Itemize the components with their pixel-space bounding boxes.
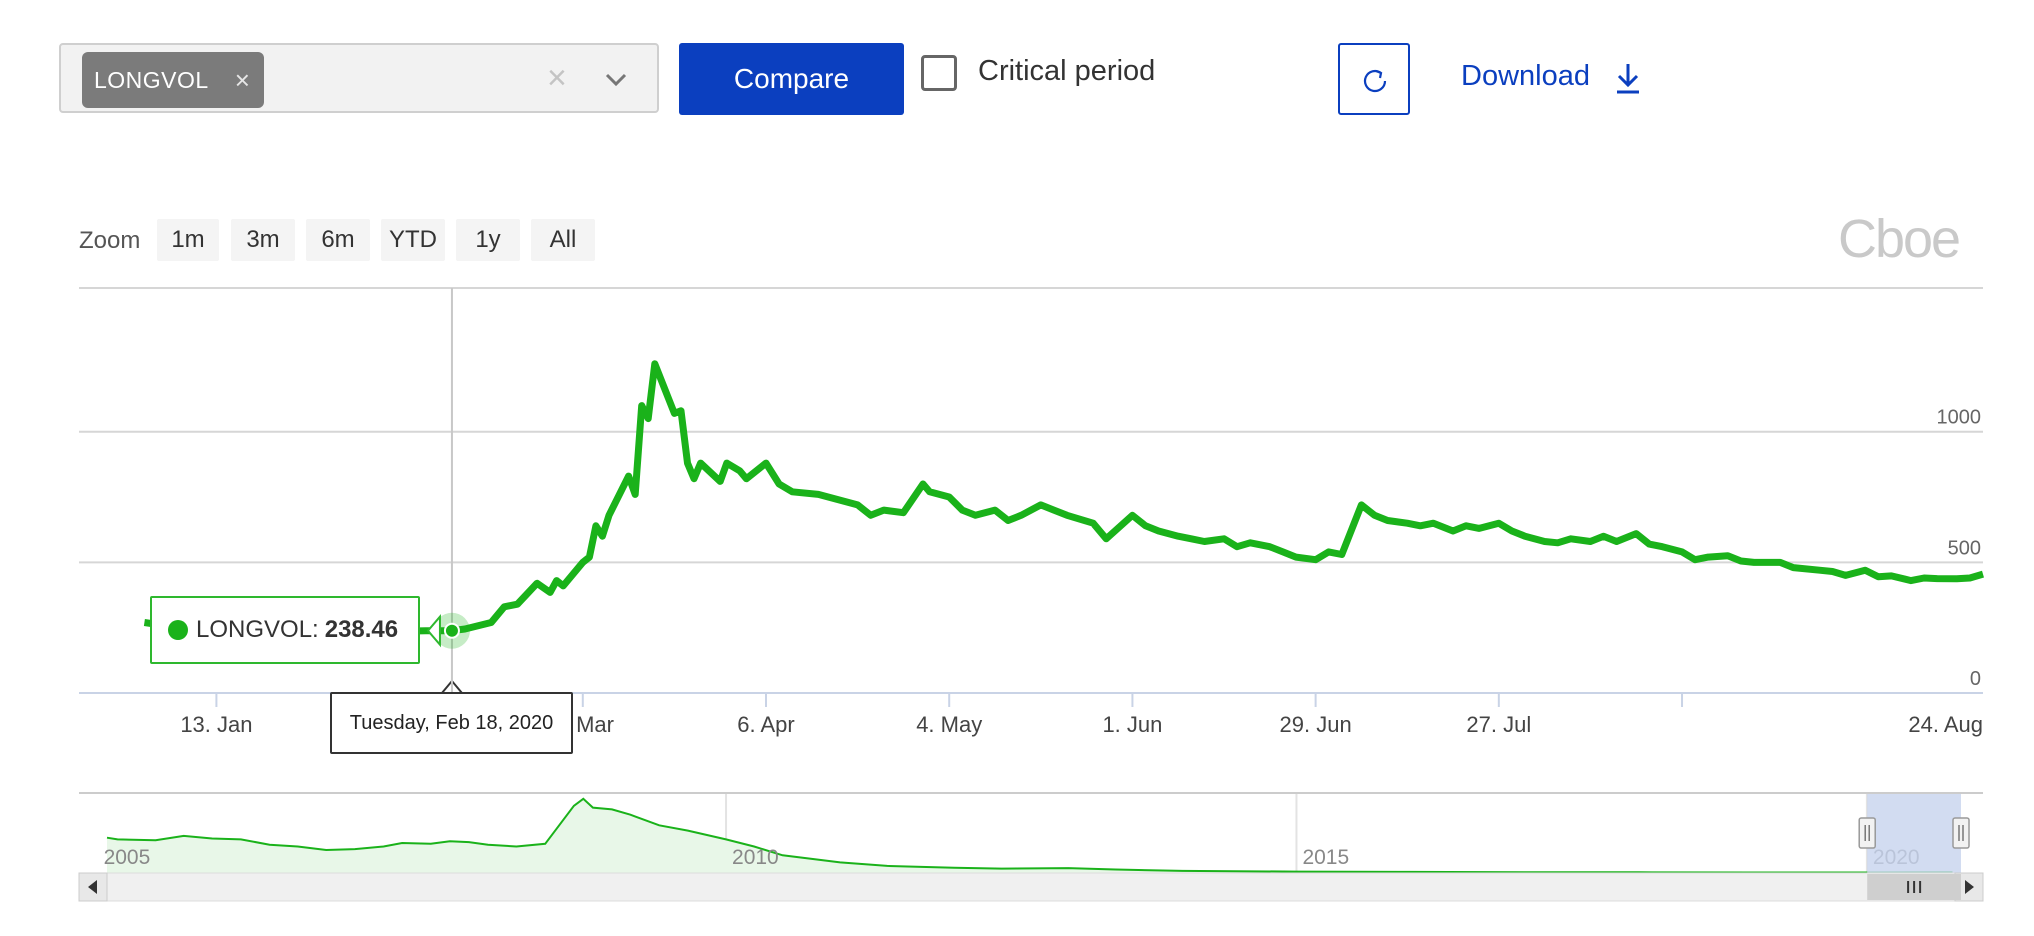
tooltip-pointer (426, 613, 441, 648)
navigator-area (107, 798, 1953, 873)
scrollbar-grip-icon (1907, 881, 1922, 893)
navigator: 2005201020152020 (79, 792, 1983, 874)
chevron-down-icon[interactable] (605, 68, 627, 90)
x-tick-label: 29. Jun (1280, 712, 1352, 737)
download-icon[interactable] (1615, 62, 1641, 94)
date-tooltip: Tuesday, Feb 18, 2020 (330, 692, 573, 754)
y-tick-labels: 0 500 1000 (1937, 407, 1982, 690)
critical-period-checkbox[interactable] (921, 55, 957, 91)
critical-period-label: Critical period (978, 55, 1156, 87)
download-link[interactable]: Download (1461, 60, 1590, 92)
scroll-left-icon (88, 880, 97, 894)
scroll-right-icon (1965, 880, 1974, 894)
zoom-ytd-button[interactable]: YTD (381, 219, 445, 261)
zoom-label: Zoom (79, 227, 141, 254)
series-tooltip: LONGVOL:238.46 (150, 596, 420, 664)
x-tick-label: 6. Apr (737, 712, 794, 737)
tooltip-value: 238.46 (324, 616, 399, 643)
selected-symbol-label: LONGVOL (94, 66, 209, 93)
chip-remove-icon[interactable]: × (234, 64, 251, 95)
zoom-3m-button[interactable]: 3m (231, 219, 295, 261)
navigator-line (106, 797, 1953, 874)
tooltip-series-name: LONGVOL (196, 616, 313, 643)
symbol-selector[interactable]: LONGVOL × × (59, 43, 659, 113)
x-tick-label: 1. Jun (1102, 712, 1162, 737)
x-tick-label: 13. Jan (180, 712, 252, 737)
navigator-tick-label: 2005 (104, 846, 151, 869)
x-tick-label: 24. Aug (1908, 712, 1983, 737)
longvol-series-line (143, 360, 1984, 636)
zoom-1m-button[interactable]: 1m (157, 219, 219, 261)
cboe-logo: Cboe (1838, 209, 1961, 269)
navigator-tick-label: 2015 (1302, 846, 1349, 869)
navigator-right-handle[interactable] (1952, 817, 1970, 849)
navigator-selected-range[interactable] (1867, 793, 1961, 873)
hover-marker (443, 622, 460, 639)
reset-button[interactable] (1338, 43, 1410, 115)
series-color-dot (168, 620, 188, 640)
x-tick-label: 4. May (916, 712, 982, 737)
navigator-left-handle[interactable] (1858, 817, 1876, 849)
selected-symbol-chip: LONGVOL × (82, 52, 265, 108)
y-tick-label: 1000 (1937, 407, 1982, 429)
x-tick-label: 27. Jul (1466, 712, 1531, 737)
refresh-icon (1363, 69, 1387, 93)
y-tick-label: 500 (1948, 537, 1981, 559)
zoom-1y-button[interactable]: 1y (456, 219, 520, 261)
zoom-6m-button[interactable]: 6m (306, 219, 370, 261)
zoom-all-button[interactable]: All (531, 219, 595, 261)
clear-selection-icon[interactable]: × (547, 59, 567, 97)
y-tick-label: 0 (1970, 668, 1981, 690)
navigator-tick-label: 2010 (732, 846, 779, 869)
compare-button[interactable]: Compare (679, 43, 904, 115)
scrollbar-track[interactable] (78, 872, 1984, 902)
